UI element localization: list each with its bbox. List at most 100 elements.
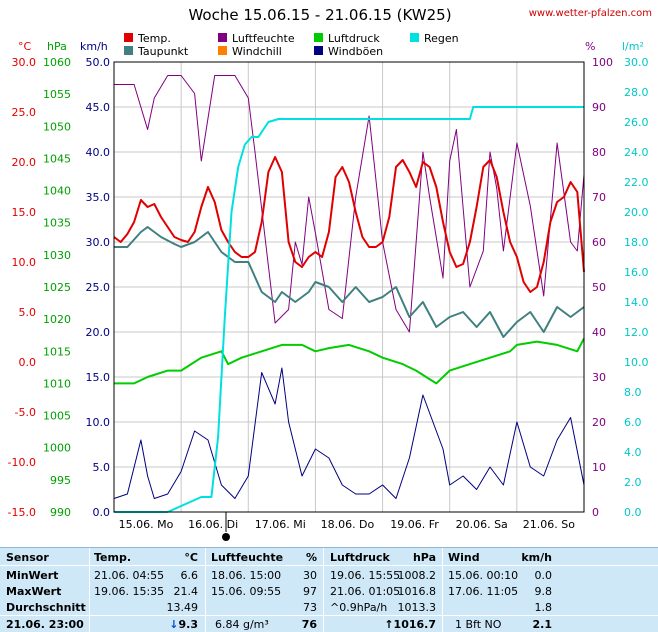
- tick-label-rain: 16.0: [624, 266, 649, 279]
- series-line-temp: [113, 156, 585, 293]
- tick-label-pressure: 1035: [43, 217, 71, 230]
- stats-current-abs-humidity: 6.84 g/m³: [215, 618, 269, 631]
- x-axis-labels: 15.06. Mo 16.06. Di 17.06. Mi 18.06. Do 19.0…: [119, 518, 576, 531]
- stats-temp-time: 21.06. 04:55: [94, 569, 165, 582]
- stats-current-temp-value: 9.3: [178, 618, 199, 631]
- tick-label-humidity: 100: [592, 56, 613, 69]
- legend-label-dewpoint: Taupunkt: [137, 45, 189, 58]
- now-marker-dot: [222, 533, 230, 541]
- x-tick-label: 21.06. So: [523, 518, 575, 531]
- tick-label-pressure: 1005: [43, 410, 71, 423]
- tick-label-rain: 28.0: [624, 86, 649, 99]
- tick-label-temp: -5.0: [15, 406, 36, 419]
- legend-swatch-pressure: [314, 33, 323, 42]
- grid: [114, 61, 584, 513]
- tick-label-pressure: 1050: [43, 120, 71, 133]
- stats-press-value: 1013.3: [397, 601, 437, 614]
- stats-wind-time: 17.06. 11:05: [448, 585, 519, 598]
- tick-label-humidity: 80: [592, 146, 606, 159]
- tick-label-rain: 26.0: [624, 116, 649, 129]
- tick-label-pressure: 1010: [43, 377, 71, 390]
- weather-chart: Woche 15.06.15 - 21.06.15 (KW25) www.wet…: [8, 6, 652, 541]
- stats-current-wind: 2.1: [532, 618, 553, 631]
- tick-label-temp: 25.0: [12, 106, 37, 119]
- series-line-windben: [113, 367, 585, 499]
- tick-label-temp: 10.0: [12, 256, 37, 269]
- tick-label-rain: 12.0: [624, 326, 649, 339]
- legend-label-pressure: Luftdruck: [328, 32, 380, 45]
- series-line-regen: [114, 106, 584, 513]
- tick-label-humidity: 0: [592, 506, 599, 519]
- tick-label-rain: 0.0: [624, 506, 642, 519]
- tick-label-humidity: 60: [592, 236, 606, 249]
- tick-label-humidity: 90: [592, 101, 606, 114]
- axis-ticks: -15.0 -10.0 -5.0 0.0 5.0 10.0 15.0 20.0 25.0 30.0…: [8, 56, 649, 519]
- tick-label-wind: 45.0: [86, 101, 111, 114]
- stats-col-separator: [323, 548, 324, 632]
- arrow-down-icon: ↓: [169, 618, 179, 631]
- tick-label-rain: 20.0: [624, 206, 649, 219]
- stats-wind-time: 15.06. 00:10: [448, 569, 519, 582]
- tick-label-pressure: 995: [50, 474, 71, 487]
- unit-wind: km/h: [80, 40, 108, 53]
- x-tick-label: 16.06. Di: [188, 518, 238, 531]
- legend-swatch-dewpoint: [124, 46, 133, 55]
- tick-label-wind: 35.0: [86, 191, 111, 204]
- tick-label-temp: 20.0: [12, 156, 37, 169]
- legend-swatch-windchill: [218, 46, 227, 55]
- tick-label-rain: 18.0: [624, 236, 649, 249]
- stats-row-label: MinWert: [6, 569, 59, 582]
- tick-label-rain: 30.0: [624, 56, 649, 69]
- stats-current-label: 21.06. 23:00: [6, 618, 84, 631]
- legend-label-windchill: Windchill: [232, 45, 282, 58]
- tick-label-rain: 22.0: [624, 176, 649, 189]
- legend-swatch-humidity: [218, 33, 227, 42]
- tick-label-rain: 2.0: [624, 476, 642, 489]
- tick-label-pressure: 1055: [43, 88, 71, 101]
- tick-label-wind: 30.0: [86, 236, 111, 249]
- chart-title: Woche 15.06.15 - 21.06.15 (KW25): [188, 6, 451, 24]
- tick-label-humidity: 30: [592, 371, 606, 384]
- tick-label-temp: 30.0: [12, 56, 37, 69]
- arrow-up-icon: ↑: [384, 618, 394, 631]
- x-tick-label: 18.06. Do: [321, 518, 375, 531]
- tick-label-pressure: 1015: [43, 345, 71, 358]
- stats-press-value: 1016.8: [397, 585, 437, 598]
- stats-press-trend: ^0.9hPa/h: [330, 601, 388, 614]
- stats-hum-value: 30: [303, 569, 317, 582]
- tick-label-pressure: 990: [50, 506, 71, 519]
- legend-label-temp: Temp.: [137, 32, 171, 45]
- stats-divider: [0, 565, 658, 566]
- stats-hum-value: 73: [303, 601, 317, 614]
- stats-temp-value: 21.4: [173, 585, 199, 598]
- x-tick-label: 20.06. Sa: [456, 518, 508, 531]
- tick-label-wind: 25.0: [86, 281, 111, 294]
- stats-header-pressure: Luftdruck: [330, 551, 390, 564]
- tick-label-humidity: 20: [592, 416, 606, 429]
- tick-label-wind: 5.0: [93, 461, 111, 474]
- tick-label-pressure: 1045: [43, 152, 71, 165]
- x-tick-label: 17.06. Mi: [255, 518, 306, 531]
- stats-header-temp-unit: °C: [184, 551, 198, 564]
- tick-label-rain: 8.0: [624, 386, 642, 399]
- tick-label-pressure: 1060: [43, 56, 71, 69]
- tick-label-rain: 14.0: [624, 296, 649, 309]
- stats-col-separator: [442, 548, 443, 632]
- legend-swatch-gusts: [314, 46, 323, 55]
- series-line-luftfeuchte: [114, 75, 585, 333]
- plot-frame: [113, 61, 585, 513]
- tick-label-wind: 20.0: [86, 326, 111, 339]
- tick-label-humidity: 70: [592, 191, 606, 204]
- stats-header-pressure-unit: hPa: [412, 551, 436, 564]
- unit-pressure: hPa: [47, 40, 67, 53]
- stats-current-temp: ↓9.3: [160, 619, 198, 631]
- legend-label-rain: Regen: [424, 32, 459, 45]
- stats-hum-time: 15.06. 09:55: [211, 585, 282, 598]
- tick-label-wind: 0.0: [93, 506, 111, 519]
- stats-current-pressure-value: 1016.7: [393, 618, 436, 631]
- tick-label-temp: 0.0: [19, 356, 37, 369]
- stats-col-separator: [205, 548, 206, 632]
- tick-label-temp: 5.0: [19, 306, 37, 319]
- tick-label-pressure: 1025: [43, 281, 71, 294]
- tick-label-pressure: 1020: [43, 313, 71, 326]
